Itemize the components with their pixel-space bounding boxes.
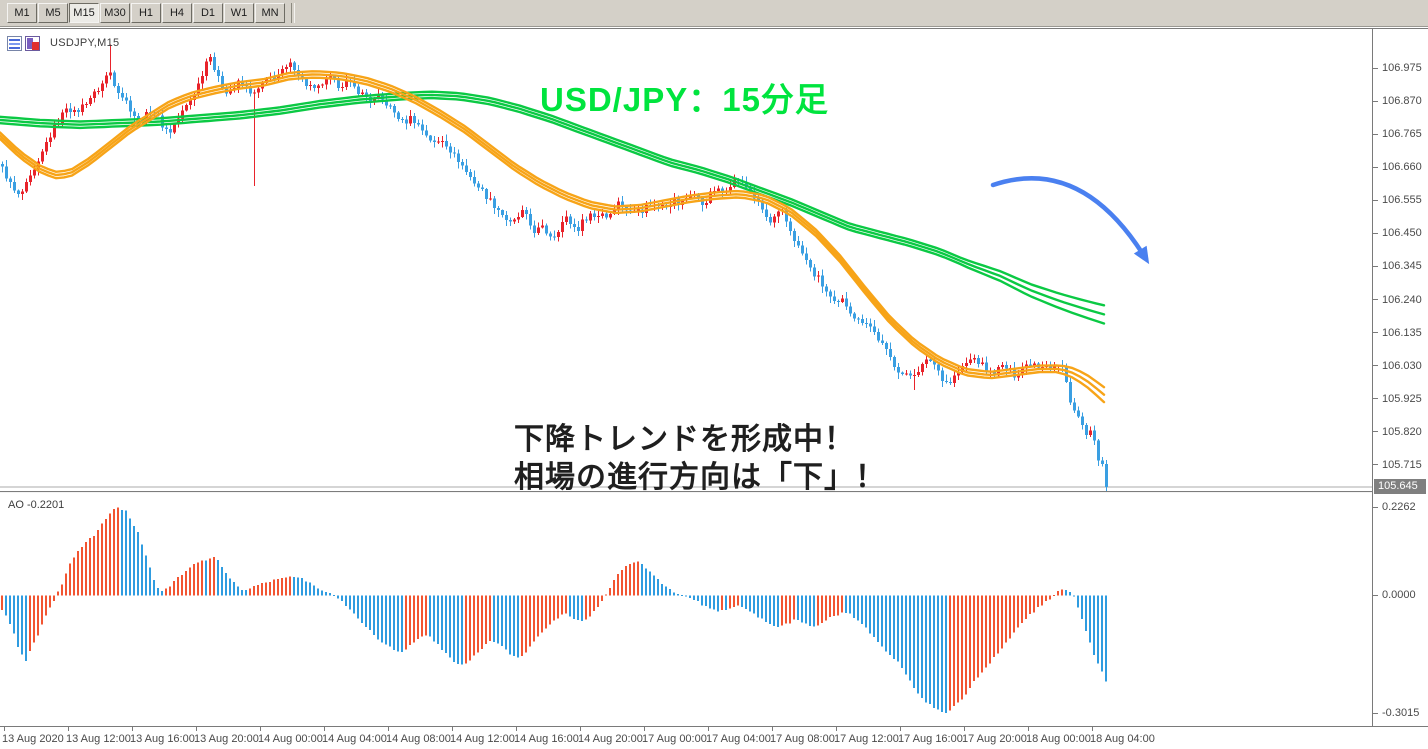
ao-tick-label: 0.2262 bbox=[1382, 501, 1416, 513]
tf-button-d1[interactable]: D1 bbox=[193, 3, 223, 23]
time-tick-label: 14 Aug 12:00 bbox=[450, 733, 515, 745]
time-tick-label: 14 Aug 00:00 bbox=[258, 733, 323, 745]
down-arrow-icon bbox=[1133, 245, 1150, 265]
tf-button-m5[interactable]: M5 bbox=[38, 3, 68, 23]
time-tick-mark bbox=[324, 727, 325, 731]
price-tick-label: 106.240 bbox=[1382, 293, 1422, 306]
price-tick-mark bbox=[1373, 100, 1378, 102]
panel-separator[interactable] bbox=[0, 491, 1372, 493]
time-tick-mark bbox=[68, 727, 69, 731]
price-axis[interactable]: 105.645 106.975 106.870 106.765 106.660 106.… bbox=[1372, 29, 1428, 726]
time-tick-mark bbox=[644, 727, 645, 731]
symbol-label: USDJPY,M15 bbox=[50, 37, 120, 49]
tf-button-mn[interactable]: MN bbox=[255, 3, 285, 23]
time-tick-label: 17 Aug 12:00 bbox=[834, 733, 899, 745]
price-tick-mark bbox=[1373, 299, 1378, 301]
time-tick-label: 14 Aug 16:00 bbox=[514, 733, 579, 745]
price-tick-label: 106.555 bbox=[1382, 194, 1422, 207]
time-tick-mark bbox=[964, 727, 965, 731]
price-tick-label: 105.820 bbox=[1382, 425, 1422, 438]
price-tick-mark bbox=[1373, 265, 1378, 267]
symbol-list-icon bbox=[7, 35, 22, 51]
time-tick-mark bbox=[580, 727, 581, 731]
price-tick-label: 106.765 bbox=[1382, 128, 1422, 141]
ao-tick-mark bbox=[1373, 712, 1378, 714]
time-tick-mark bbox=[708, 727, 709, 731]
time-tick-mark bbox=[1092, 727, 1093, 731]
time-tick-label: 17 Aug 08:00 bbox=[770, 733, 835, 745]
price-tick-label: 106.660 bbox=[1382, 161, 1422, 174]
price-tick-mark bbox=[1373, 199, 1378, 201]
time-tick-label: 17 Aug 04:00 bbox=[706, 733, 771, 745]
timeframe-toolbar: M1 M5 M15 M30 H1 H4 D1 W1 MN bbox=[0, 0, 1428, 27]
time-tick-mark bbox=[4, 727, 5, 731]
price-tick-label: 106.450 bbox=[1382, 227, 1422, 240]
ao-tick-label: 0.0000 bbox=[1382, 589, 1416, 601]
tf-button-m30[interactable]: M30 bbox=[100, 3, 130, 23]
symbol-header: USDJPY,M15 bbox=[7, 35, 119, 51]
time-tick-mark bbox=[772, 727, 773, 731]
time-tick-mark bbox=[132, 727, 133, 731]
trend-annotation-line1: 下降トレンドを形成中！ bbox=[514, 423, 855, 456]
price-tick-mark bbox=[1373, 133, 1378, 135]
time-tick-label: 18 Aug 00:00 bbox=[1026, 733, 1091, 745]
time-tick-label: 14 Aug 08:00 bbox=[386, 733, 451, 745]
price-tick-label: 106.030 bbox=[1382, 359, 1422, 372]
ao-tick-label: -0.3015 bbox=[1382, 707, 1420, 719]
price-tick-mark bbox=[1373, 365, 1378, 367]
time-tick-mark bbox=[452, 727, 453, 731]
tf-button-m15[interactable]: M15 bbox=[69, 3, 99, 23]
time-tick-mark bbox=[1028, 727, 1029, 731]
time-tick-label: 14 Aug 04:00 bbox=[322, 733, 387, 745]
price-tick-mark bbox=[1373, 166, 1378, 168]
price-tick-label: 106.345 bbox=[1382, 260, 1422, 273]
time-tick-label: 13 Aug 2020 bbox=[2, 733, 64, 745]
time-tick-label: 13 Aug 16:00 bbox=[130, 733, 195, 745]
price-tick-mark bbox=[1373, 464, 1378, 466]
time-tick-mark bbox=[836, 727, 837, 731]
chart-type-icon bbox=[25, 35, 40, 51]
time-axis[interactable]: 13 Aug 2020 13 Aug 12:00 13 Aug 16:00 13 Au… bbox=[0, 726, 1428, 749]
ao-value-label: AO -0.2201 bbox=[8, 499, 65, 511]
tf-button-h1[interactable]: H1 bbox=[131, 3, 161, 23]
time-tick-label: 17 Aug 00:00 bbox=[642, 733, 707, 745]
chart-title-annotation: USD/JPY：15分足 bbox=[540, 81, 829, 118]
trend-annotation-line2: 相場の進行方向は「下」！ bbox=[514, 461, 886, 494]
time-tick-mark bbox=[516, 727, 517, 731]
toolbar-separator-icon bbox=[291, 3, 295, 23]
time-tick-mark bbox=[260, 727, 261, 731]
time-tick-label: 17 Aug 16:00 bbox=[898, 733, 963, 745]
tf-button-w1[interactable]: W1 bbox=[224, 3, 254, 23]
ao-tick-mark bbox=[1373, 594, 1378, 596]
chart-window: USDJPY,M15 USD/JPY：15分足 下降トレンドを形成中！ 相場の進… bbox=[0, 28, 1428, 749]
time-tick-label: 13 Aug 20:00 bbox=[194, 733, 259, 745]
time-tick-mark bbox=[196, 727, 197, 731]
time-tick-label: 18 Aug 04:00 bbox=[1090, 733, 1155, 745]
time-tick-label: 13 Aug 12:00 bbox=[66, 733, 131, 745]
price-tick-mark bbox=[1373, 232, 1378, 234]
price-tick-label: 106.975 bbox=[1382, 62, 1422, 74]
price-tick-label: 106.135 bbox=[1382, 326, 1422, 339]
time-tick-label: 14 Aug 20:00 bbox=[578, 733, 643, 745]
time-tick-mark bbox=[388, 727, 389, 731]
tf-button-h4[interactable]: H4 bbox=[162, 3, 192, 23]
time-tick-label: 17 Aug 20:00 bbox=[962, 733, 1027, 745]
trend-annotation: 下降トレンドを形成中！ 相場の進行方向は「下」！ bbox=[514, 421, 886, 497]
price-tick-mark bbox=[1373, 67, 1378, 69]
ao-indicator-panel[interactable] bbox=[0, 493, 1372, 726]
price-tick-mark bbox=[1373, 332, 1378, 334]
timeframe-buttons: M1 M5 M15 M30 H1 H4 D1 W1 MN bbox=[7, 3, 286, 23]
current-price-badge: 105.645 bbox=[1374, 478, 1426, 494]
time-tick-mark bbox=[900, 727, 901, 731]
price-tick-mark bbox=[1373, 398, 1378, 400]
tf-button-m1[interactable]: M1 bbox=[7, 3, 37, 23]
price-tick-label: 105.925 bbox=[1382, 392, 1422, 405]
ao-tick-mark bbox=[1373, 506, 1378, 508]
main-chart[interactable] bbox=[0, 29, 1372, 491]
price-tick-label: 105.715 bbox=[1382, 458, 1422, 471]
price-tick-label: 106.870 bbox=[1382, 95, 1422, 108]
price-tick-mark bbox=[1373, 431, 1378, 433]
